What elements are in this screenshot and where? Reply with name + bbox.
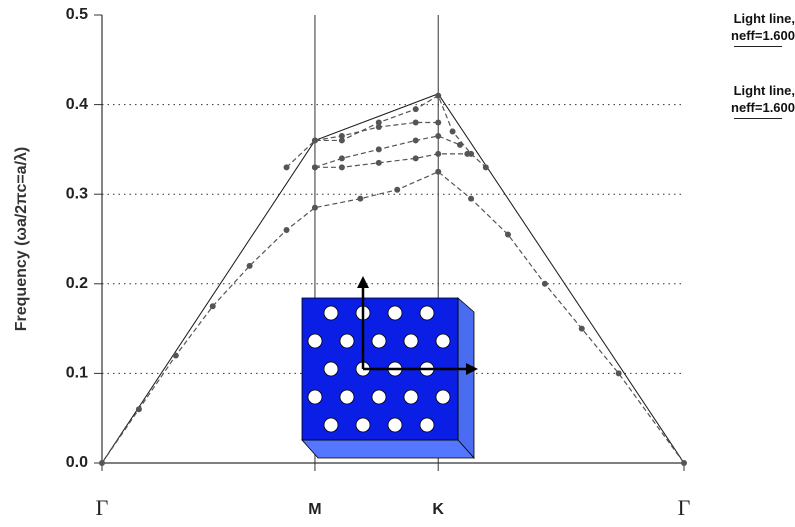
band-point <box>312 205 318 211</box>
y-tick-label: 0.0 <box>66 454 88 471</box>
legend-label: Light line, neff=1.600 <box>731 11 795 43</box>
band-point <box>173 352 179 358</box>
legend-entry: Light line, neff=1.600 <box>692 10 795 47</box>
y-tick-label: 0.3 <box>66 185 88 202</box>
band-point <box>413 137 419 143</box>
series-line <box>315 154 467 167</box>
band-point <box>435 120 441 126</box>
band-point <box>339 155 345 161</box>
band-point <box>505 232 511 238</box>
band-point <box>681 460 687 466</box>
band-point <box>312 137 318 143</box>
band-point <box>99 460 105 466</box>
band-point <box>468 151 474 157</box>
band-point <box>435 169 441 175</box>
band-point <box>284 227 290 233</box>
page: Frequency (ωa/2πc=a/λ) 0.0 0.1 0.2 0.3 0.4 0.… <box>0 0 795 527</box>
legend-swatch <box>734 46 782 47</box>
legend-entry: Light line, neff=1.600 <box>692 82 795 119</box>
band-point <box>136 406 142 412</box>
band-point <box>413 155 419 161</box>
band-point <box>210 303 216 309</box>
band-point <box>616 370 622 376</box>
chart: Frequency (ωa/2πc=a/λ) 0.0 0.1 0.2 0.3 0.4 0.… <box>0 0 795 527</box>
x-tick-label: K <box>432 501 444 518</box>
legend-label: Light line, neff=1.600 <box>731 83 795 115</box>
band-point <box>483 164 489 170</box>
band-point <box>579 326 585 332</box>
legend-swatch <box>734 118 782 119</box>
band-point <box>376 160 382 166</box>
y-tick-label: 0.4 <box>66 96 88 113</box>
y-tick-label: 0.1 <box>66 365 88 382</box>
band-point <box>468 196 474 202</box>
band-point <box>247 263 253 269</box>
series-line <box>287 96 486 168</box>
lattice-inset <box>302 276 478 458</box>
y-axis-label: Frequency (ωa/2πc=a/λ) <box>13 147 30 332</box>
band-point <box>284 164 290 170</box>
band-point <box>450 128 456 134</box>
band-point <box>435 151 441 157</box>
y-tick-label: 0.2 <box>66 275 88 292</box>
y-tick-label: 0.5 <box>66 6 88 23</box>
band-point <box>376 120 382 126</box>
band-point <box>413 120 419 126</box>
band-point <box>339 137 345 143</box>
x-tick-label: Γ <box>678 495 691 520</box>
band-point <box>413 106 419 112</box>
band-point <box>542 281 548 287</box>
band-point <box>312 164 318 170</box>
x-tick-label: M <box>308 501 321 518</box>
band-point <box>339 164 345 170</box>
band-point <box>435 93 441 99</box>
band-point <box>435 133 441 139</box>
band-point <box>357 196 363 202</box>
band-point <box>394 187 400 193</box>
band-point <box>376 146 382 152</box>
x-tick-label: Γ <box>96 495 109 520</box>
